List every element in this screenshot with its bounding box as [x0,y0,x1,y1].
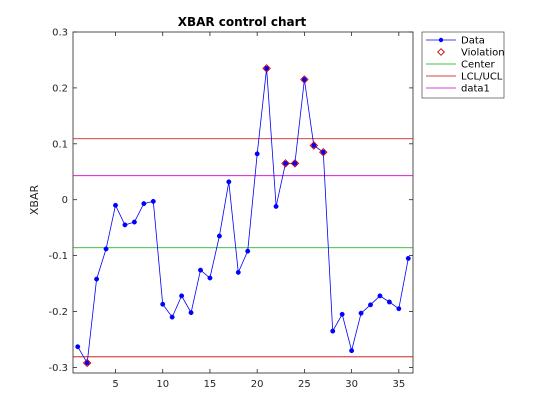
data-point [122,222,128,228]
violation-marker [262,64,271,73]
legend-entry-label: Data [461,36,485,47]
data-point [169,314,175,320]
y-tick-label: 0.2 [52,83,68,94]
x-tick-label: 10 [156,379,169,390]
data-point [216,233,222,239]
data-point [396,306,402,312]
data-point [150,198,156,204]
data-point [330,328,336,334]
legend-entry-label: Violation [461,48,505,59]
data-point [311,143,317,148]
data-point [339,311,345,317]
data-point [358,310,364,316]
data-point [207,275,213,281]
data-point [405,255,411,261]
data-point [254,151,260,157]
data-point [273,203,279,209]
data-point [349,348,355,354]
y-tick-label: 0.1 [52,139,68,150]
y-tick-label: -0.3 [48,363,68,374]
violation-marker [300,75,309,84]
legend-entry-label: Center [461,60,496,71]
data-point [386,299,392,305]
data-point [377,293,383,299]
data-point [131,219,137,225]
y-tick-label: 0 [62,195,68,206]
legend-swatch-violation [437,48,445,56]
data-point [113,202,118,208]
data-point [245,248,251,254]
violation-marker [82,358,92,368]
data-point [235,269,241,275]
data-point [320,149,326,155]
data-point [292,160,298,166]
data-point [103,246,109,252]
data-point [368,302,373,308]
legend-swatch-data-marker [438,37,444,43]
data-point [94,276,100,282]
data-point [179,293,185,299]
data-point [160,301,166,307]
legend-box [421,31,505,99]
violation-marker [309,141,319,150]
axes-box [72,31,414,374]
data-point [84,360,90,366]
x-tick-label: 5 [112,379,118,390]
x-tick-label: 30 [345,379,358,390]
data-point [188,310,194,316]
violation-marker [290,159,300,168]
x-tick-label: 15 [204,379,217,390]
violation-marker [281,159,290,168]
data-point [264,65,270,71]
y-tick-label: 0.3 [52,28,68,39]
data-point [226,179,232,185]
data-point [75,344,81,350]
violation-marker [319,147,328,157]
legend-entry-label: data1 [461,84,490,95]
y-tick-label: -0.1 [48,251,68,262]
x-tick-label: 35 [392,379,405,390]
x-tick-label: 20 [251,379,264,390]
y-axis-label: XBAR [28,185,41,216]
chart-title: XBAR control chart [178,15,307,29]
data-point [283,160,288,166]
data-point [301,77,307,82]
data-point [141,201,147,207]
data-point [198,267,203,273]
x-tick-label: 25 [298,379,311,390]
y-tick-label: -0.2 [48,307,68,318]
plot-area: 5 10 15 20 25 30 35 -0.3 -0.2 -0.1 0 0.1 0.2 0.3 [48,28,414,390]
legend-entry-label: LCL/UCL [461,72,503,83]
